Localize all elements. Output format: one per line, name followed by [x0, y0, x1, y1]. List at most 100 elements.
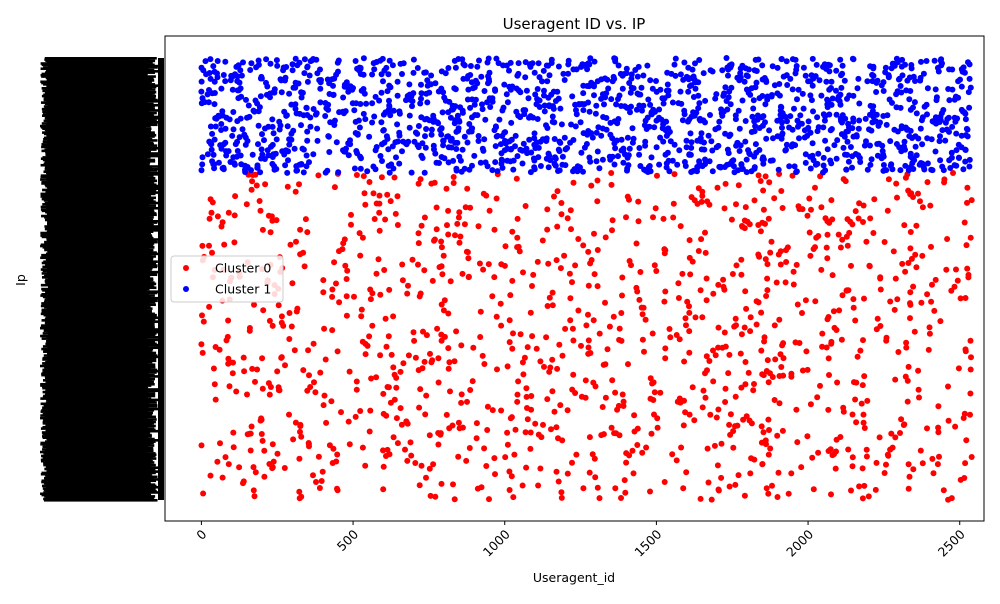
data-point — [636, 102, 643, 109]
data-point — [724, 161, 730, 168]
data-point — [608, 170, 615, 176]
data-point — [565, 70, 572, 77]
data-point — [585, 248, 592, 255]
data-point — [497, 300, 504, 307]
data-point — [845, 446, 852, 453]
data-point — [304, 229, 311, 236]
y-tick-label — [40, 427, 155, 430]
data-point — [837, 91, 844, 98]
data-point — [864, 397, 871, 404]
data-point — [458, 391, 465, 398]
data-point — [901, 222, 908, 229]
data-point — [527, 445, 534, 452]
data-point — [343, 79, 350, 86]
data-point — [715, 124, 722, 131]
data-point — [297, 428, 303, 435]
data-point — [351, 107, 358, 114]
y-tick-label — [42, 385, 148, 389]
data-point — [269, 322, 276, 329]
data-point — [866, 263, 873, 270]
y-tick-label — [44, 264, 158, 267]
data-point — [788, 470, 795, 477]
data-point — [634, 425, 641, 432]
data-point — [729, 271, 736, 277]
data-point — [910, 166, 917, 172]
y-axis-label: Ip — [13, 274, 28, 286]
data-point — [651, 389, 658, 396]
data-point — [686, 349, 693, 356]
data-point — [286, 336, 293, 342]
data-point — [856, 483, 863, 490]
data-point — [451, 120, 458, 127]
data-point — [405, 352, 412, 359]
data-point — [760, 372, 767, 379]
data-point — [489, 407, 496, 414]
data-point — [363, 100, 370, 107]
data-point — [385, 71, 392, 78]
data-point — [265, 380, 272, 387]
data-point — [885, 176, 892, 183]
data-point — [506, 317, 513, 324]
data-point — [458, 342, 465, 349]
data-point — [855, 215, 862, 222]
data-point — [494, 132, 501, 139]
y-tick-label — [42, 113, 153, 116]
y-tick-label — [42, 362, 149, 365]
data-point — [912, 251, 919, 258]
y-tick-label — [40, 124, 151, 128]
data-point — [471, 101, 478, 108]
data-point — [853, 379, 860, 386]
data-point — [873, 459, 880, 466]
data-point — [924, 85, 931, 92]
data-point — [766, 427, 772, 433]
data-point — [444, 133, 451, 140]
data-point — [443, 411, 450, 418]
data-point — [763, 293, 770, 299]
data-point — [799, 367, 806, 374]
data-point — [430, 461, 437, 468]
data-point — [465, 274, 472, 281]
data-point — [707, 67, 714, 74]
data-point — [460, 75, 467, 82]
data-point — [856, 200, 863, 207]
data-point — [514, 215, 521, 222]
data-point — [580, 107, 587, 114]
data-point — [704, 445, 711, 452]
y-tick-label — [46, 212, 157, 215]
y-tick-label — [44, 166, 153, 170]
y-tick-label — [40, 193, 152, 197]
data-point — [304, 387, 311, 394]
data-point — [889, 444, 896, 451]
data-point — [892, 434, 899, 441]
data-point — [736, 148, 743, 154]
data-point — [421, 358, 428, 365]
y-tick-label — [47, 407, 160, 411]
data-point — [865, 493, 872, 500]
data-point — [648, 154, 655, 161]
data-point — [204, 151, 211, 158]
data-point — [553, 257, 560, 264]
data-point — [222, 139, 229, 146]
data-point — [807, 401, 814, 408]
data-point — [459, 109, 466, 116]
data-point — [884, 207, 891, 214]
data-point — [243, 201, 250, 208]
data-point — [877, 286, 884, 293]
data-point — [901, 143, 907, 150]
data-point — [814, 160, 821, 167]
data-point — [793, 406, 800, 413]
data-point — [580, 242, 587, 249]
data-point — [609, 227, 615, 234]
data-point — [349, 86, 356, 93]
data-point — [450, 481, 456, 488]
data-point — [244, 114, 250, 121]
data-point — [484, 427, 491, 433]
y-tick-label — [46, 120, 159, 124]
data-point — [966, 156, 973, 163]
data-point — [715, 487, 722, 494]
x-tick-label: 1500 — [631, 526, 664, 559]
data-point — [345, 152, 352, 159]
data-point — [598, 95, 605, 102]
data-point — [459, 270, 466, 277]
data-point — [360, 173, 367, 180]
